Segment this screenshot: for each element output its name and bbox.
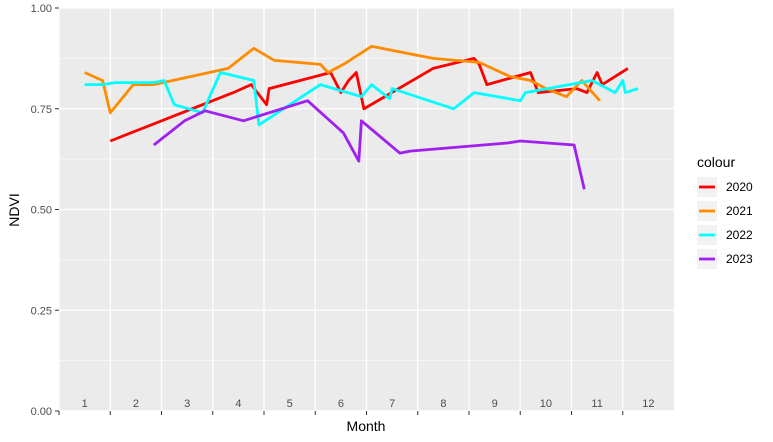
y-tick-label: 0.25	[31, 305, 52, 317]
x-tick-label: 9	[492, 398, 498, 410]
legend-label-2023: 2023	[726, 252, 753, 266]
y-axis-ticks	[55, 7, 59, 412]
y-tick-label: 1.00	[31, 3, 52, 15]
x-tick-label: 2	[133, 398, 139, 410]
x-tick-label: 7	[389, 398, 395, 410]
x-tick-label: 6	[338, 398, 344, 410]
legend-label-2020: 2020	[726, 180, 753, 194]
x-tick-label: 10	[540, 398, 552, 410]
legend-keys: 2020 2021 2022 2023	[697, 177, 753, 269]
x-tick-label: 11	[591, 398, 602, 410]
series-lines	[84, 44, 639, 190]
x-tick-label: 8	[440, 398, 446, 410]
x-tick-label: 1	[82, 398, 88, 410]
series-line-2022	[84, 71, 639, 127]
x-tick-label: 4	[235, 398, 241, 410]
x-axis-ticks	[58, 411, 624, 415]
y-tick-labels: 0.00 0.25 0.50 0.75 1.00	[31, 3, 52, 418]
legend: colour 2020 2021 2022 2023	[697, 154, 753, 269]
x-tick-label: 3	[184, 398, 190, 410]
series-line-2021	[84, 44, 601, 115]
y-axis-title: NDVI	[6, 193, 22, 226]
x-axis-title: Month	[347, 418, 386, 434]
legend-title: colour	[697, 154, 735, 170]
series-line-2020	[109, 57, 629, 143]
y-tick-label: 0.75	[31, 104, 52, 116]
x-tick-labels: 1 2 3 4 5 6 7 8 9 10 11 12	[82, 398, 655, 410]
legend-label-2022: 2022	[726, 228, 753, 242]
series-line-2023	[152, 99, 586, 190]
y-tick-label: 0.00	[31, 406, 52, 418]
x-tick-label: 12	[642, 398, 654, 410]
y-tick-label: 0.50	[31, 205, 52, 217]
legend-label-2021: 2021	[726, 204, 753, 218]
x-tick-label: 5	[287, 398, 293, 410]
